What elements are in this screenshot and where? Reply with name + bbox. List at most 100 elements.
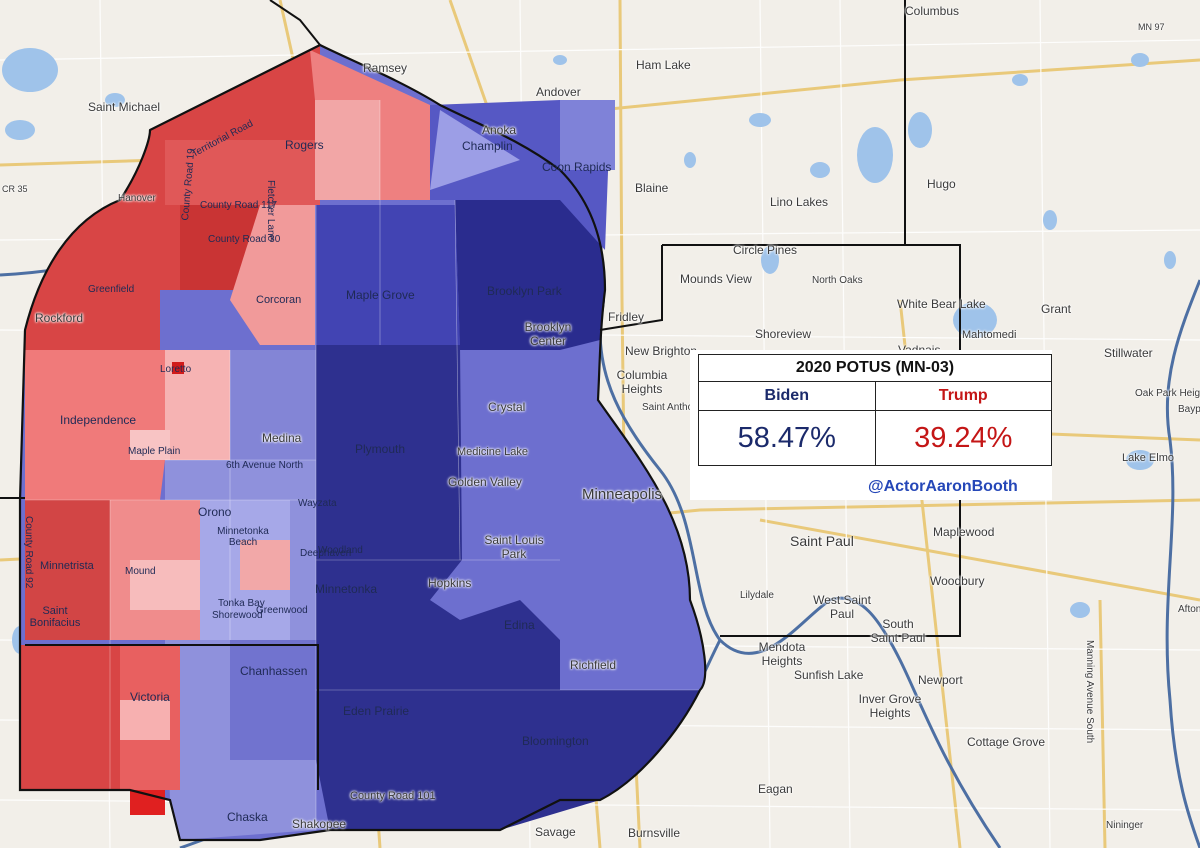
place-label: Maplewood xyxy=(933,525,995,539)
place-label: Plymouth xyxy=(355,442,406,456)
place-label: White Bear Lake xyxy=(897,297,986,311)
district-boundary xyxy=(18,43,707,842)
place-label: Hanover xyxy=(118,193,156,204)
place-label: Tonka Bay xyxy=(218,598,265,609)
candidate-a-percent: 58.47% xyxy=(698,410,876,466)
place-label: Greenfield xyxy=(88,284,135,295)
results-legend: 2020 POTUS (MN-03) Biden Trump 58.47% 39… xyxy=(690,350,1052,500)
place-label: Saint Paul xyxy=(790,533,854,549)
place-label: Ramsey xyxy=(363,61,408,75)
place-label: Stillwater xyxy=(1104,346,1153,360)
place-label: Blaine xyxy=(635,181,669,195)
place-label: Ham Lake xyxy=(636,58,691,72)
place-label: Coon Rapids xyxy=(542,160,612,174)
place-label: Brooklyn Center xyxy=(524,320,572,348)
place-label: Savage xyxy=(535,825,576,839)
place-label: MN 97 xyxy=(1138,22,1165,32)
place-label: Andover xyxy=(536,85,581,99)
place-label: Fletcher Lane xyxy=(265,180,276,242)
results-title: 2020 POTUS (MN-03) xyxy=(698,354,1052,382)
place-label: West Saint Paul xyxy=(813,593,871,621)
place-label: Saint Louis Park xyxy=(484,533,544,561)
place-label: Chanhassen xyxy=(240,664,308,678)
place-label: 6th Avenue North xyxy=(226,460,304,471)
place-label: Independence xyxy=(60,413,137,427)
place-label: Mahtomedi xyxy=(962,329,1017,341)
place-label: Minneapolis xyxy=(582,486,663,503)
place-label: Lake Elmo xyxy=(1122,452,1174,464)
place-label: Rogers xyxy=(285,138,324,152)
place-label: Columbus xyxy=(905,4,960,18)
place-label: Brooklyn Park xyxy=(487,284,562,298)
place-label: Burnsville xyxy=(628,826,681,840)
place-label: Shorewood xyxy=(212,610,263,621)
place-label: County Road 92 xyxy=(23,516,34,589)
place-label: Mounds View xyxy=(680,272,752,286)
place-label: Fridley xyxy=(608,310,645,324)
candidate-b-percent: 39.24% xyxy=(874,410,1052,466)
place-label: Columbia Heights xyxy=(616,368,668,396)
place-label: Maple Plain xyxy=(128,446,181,457)
results-table: 2020 POTUS (MN-03) Biden Trump 58.47% 39… xyxy=(698,354,1052,466)
place-label: Richfield xyxy=(570,658,617,672)
place-label: Mendota Heights xyxy=(758,640,806,668)
precinct-fills xyxy=(20,45,706,840)
place-label: Medina xyxy=(262,431,302,445)
place-label: Edina xyxy=(504,618,535,632)
place-label: Victoria xyxy=(130,690,170,704)
place-label: Hopkins xyxy=(428,576,472,590)
place-label: Oak Park Heights xyxy=(1135,388,1200,399)
place-label: Manning Avenue South xyxy=(1084,640,1095,744)
place-label: Corcoran xyxy=(256,294,302,306)
st-croix-river xyxy=(1165,279,1200,848)
place-label: Lino Lakes xyxy=(770,195,829,209)
place-label: Minnetonka xyxy=(315,582,378,596)
candidate-b-name: Trump xyxy=(874,381,1052,411)
place-label: Champlin xyxy=(462,139,513,153)
place-label: Maple Grove xyxy=(346,288,415,302)
place-label: Anoka xyxy=(482,123,517,137)
place-label: Rockford xyxy=(35,311,84,325)
place-label: County Road 117 xyxy=(200,200,278,211)
place-label: Orono xyxy=(198,505,232,519)
place-label: Shoreview xyxy=(755,327,812,341)
place-label: Crystal xyxy=(488,400,526,414)
place-label: Hugo xyxy=(927,177,956,191)
place-label: Shakopee xyxy=(292,817,347,831)
place-label: Deephaven xyxy=(300,548,352,559)
place-label: Nininger xyxy=(1106,820,1144,831)
place-label: Saint Anthony xyxy=(642,402,704,413)
place-label: Wayzata xyxy=(298,498,337,509)
place-label: CR 35 xyxy=(2,184,28,194)
place-label: Mound xyxy=(125,566,156,577)
place-label: New Brighton xyxy=(625,344,698,358)
author-credit: @ActorAaronBooth xyxy=(868,478,1018,495)
place-label: County Road 30 xyxy=(208,234,281,245)
place-label: Newport xyxy=(918,673,963,687)
place-label: Golden Valley xyxy=(448,475,522,489)
place-label: Loretto xyxy=(160,364,192,375)
place-label: Medicine Lake xyxy=(457,446,528,458)
place-label: Eagan xyxy=(758,782,793,796)
place-label: Woodbury xyxy=(930,574,985,588)
place-label: North Oaks xyxy=(812,275,863,286)
place-label: Grant xyxy=(1041,302,1072,316)
place-label: South Saint Paul xyxy=(870,617,926,645)
place-label: Saint Bonifacius xyxy=(29,605,81,629)
place-label: Inver Grove Heights xyxy=(858,692,922,720)
place-label: Minnetrista xyxy=(40,560,94,572)
place-label: Sunfish Lake xyxy=(794,668,864,682)
place-label: Chaska xyxy=(227,810,268,824)
place-label: Lilydale xyxy=(740,590,774,601)
candidate-a-name: Biden xyxy=(698,381,876,411)
place-label: Bayport xyxy=(1178,404,1200,415)
place-label: County Road 101 xyxy=(350,790,436,802)
place-label: Greenwood xyxy=(256,605,308,616)
place-label: Saint Michael xyxy=(88,100,161,114)
place-label: Woodland xyxy=(318,545,363,556)
place-label: Afton xyxy=(1178,604,1200,615)
place-label: Bloomington xyxy=(522,734,589,748)
place-label: Cottage Grove xyxy=(967,735,1046,749)
place-label: Circle Pines xyxy=(733,243,798,257)
